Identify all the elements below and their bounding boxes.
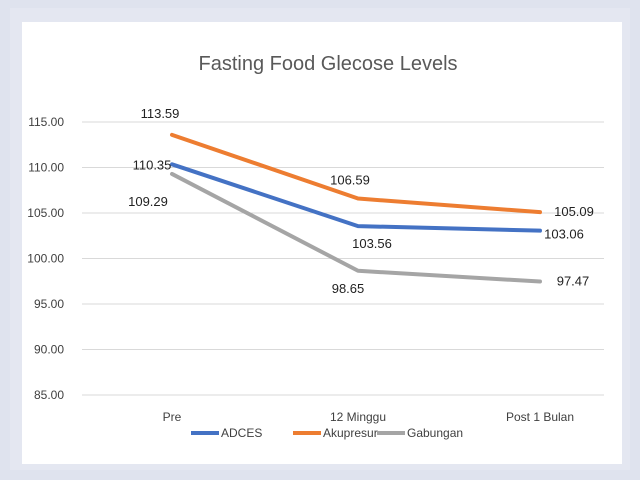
x-tick-label: Pre bbox=[163, 410, 182, 424]
y-tick-label: 100.00 bbox=[27, 252, 64, 266]
legend-label: ADCES bbox=[221, 426, 262, 440]
y-tick-label: 110.00 bbox=[28, 161, 64, 175]
y-tick-label: 115.00 bbox=[28, 115, 64, 129]
legend: ADCES Akupresur Gabungan bbox=[191, 426, 463, 440]
y-tick-label: 95.00 bbox=[34, 297, 64, 311]
data-label: 113.59 bbox=[141, 106, 180, 121]
y-tick-label: 105.00 bbox=[27, 206, 64, 220]
x-axis-ticks: Pre 12 Minggu Post 1 Bulan bbox=[163, 410, 574, 424]
data-label: 98.65 bbox=[332, 281, 365, 296]
data-labels: 110.35 103.56 103.06 113.59 106.59 105.09 109.… bbox=[128, 106, 594, 296]
x-tick-label: Post 1 Bulan bbox=[506, 410, 574, 424]
data-label: 105.09 bbox=[554, 204, 594, 219]
series-line-akupresur bbox=[170, 132, 542, 215]
data-label: 106.59 bbox=[330, 173, 370, 188]
chart-card bbox=[22, 22, 622, 464]
data-label: 110.35 bbox=[133, 157, 172, 172]
y-axis-ticks: 85.00 90.00 95.00 100.00 105.00 110.00 115.00 bbox=[27, 115, 64, 402]
series-line-adces bbox=[170, 162, 542, 233]
data-label: 97.47 bbox=[557, 274, 590, 289]
x-tick-label: 12 Minggu bbox=[330, 410, 386, 424]
chart-title: Fasting Food Glecose Levels bbox=[198, 53, 457, 75]
legend-label: Gabungan bbox=[407, 426, 463, 440]
series-line-gabungan bbox=[170, 171, 542, 284]
data-label: 109.29 bbox=[128, 194, 168, 209]
y-tick-label: 85.00 bbox=[34, 388, 64, 402]
series-lines bbox=[170, 132, 542, 284]
data-label: 103.56 bbox=[352, 236, 392, 251]
data-label: 103.06 bbox=[544, 227, 584, 242]
y-tick-label: 90.00 bbox=[34, 343, 64, 357]
legend-label: Akupresur bbox=[323, 426, 378, 440]
grid-lines bbox=[82, 121, 604, 396]
